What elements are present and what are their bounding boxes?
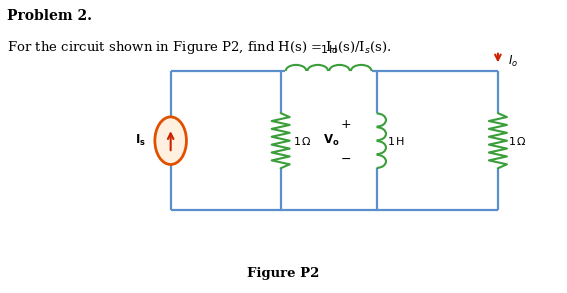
Ellipse shape — [155, 117, 187, 164]
Text: Problem 2.: Problem 2. — [7, 9, 92, 23]
Text: For the circuit shown in Figure P2, find H(s) = I$_o$(s)/I$_s$(s).: For the circuit shown in Figure P2, find… — [7, 39, 392, 56]
Text: $1\,\Omega$: $1\,\Omega$ — [508, 135, 527, 147]
Text: $\mathbf{I_s}$: $\mathbf{I_s}$ — [136, 133, 146, 148]
Text: $1\,\mathrm{H}$: $1\,\mathrm{H}$ — [387, 135, 405, 147]
Text: $\mathbf{V_o}$: $\mathbf{V_o}$ — [323, 133, 340, 148]
Text: $1\,\mathrm{H}$: $1\,\mathrm{H}$ — [320, 43, 338, 55]
Text: $1\,\Omega$: $1\,\Omega$ — [293, 135, 312, 147]
Text: +: + — [340, 118, 351, 131]
Text: Figure P2: Figure P2 — [247, 267, 320, 280]
Text: $-$: $-$ — [340, 152, 351, 165]
Text: $I_o$: $I_o$ — [508, 54, 518, 69]
